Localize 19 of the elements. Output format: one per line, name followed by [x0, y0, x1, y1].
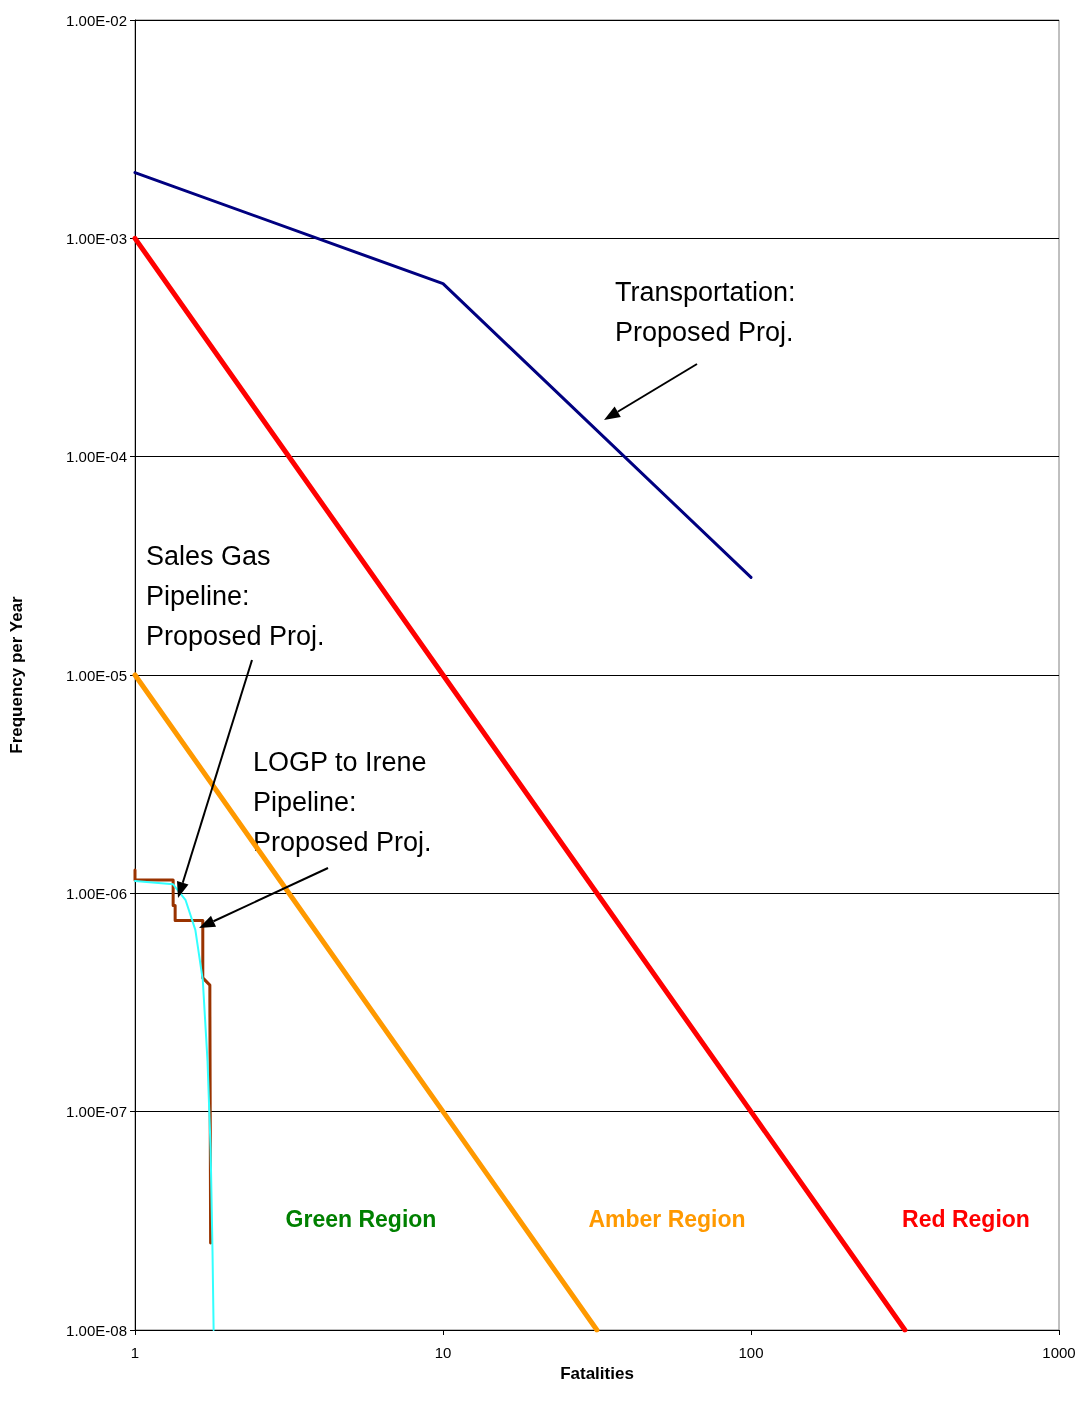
- y-tick-label: 1.00E-06: [66, 884, 127, 902]
- annotation: Sales Gas Pipeline: Proposed Proj.: [146, 541, 325, 651]
- annotation: Transportation: Proposed Proj.: [615, 277, 796, 347]
- x-tick-label: 1: [130, 1344, 140, 1361]
- x-tick-label: 10: [434, 1344, 452, 1361]
- y-tick-label: 1.00E-04: [66, 448, 127, 466]
- x-axis-title: Fatalities: [560, 1364, 634, 1383]
- y-tick-label: 1.00E-03: [66, 229, 127, 247]
- y-axis-title: Frequency per Year: [7, 595, 26, 754]
- annotation: Green Region: [285, 1206, 437, 1232]
- annotation: Amber Region: [588, 1206, 746, 1232]
- y-tick-label: 1.00E-07: [66, 1103, 127, 1121]
- x-tick-label: 1000: [1042, 1344, 1076, 1361]
- y-tick-label: 1.00E-05: [66, 666, 127, 684]
- y-tick-label: 1.00E-02: [66, 11, 127, 29]
- x-tick-label: 100: [738, 1344, 764, 1361]
- y-tick-label: 1.00E-08: [66, 1321, 127, 1339]
- annotation: LOGP to Irene Pipeline: Proposed Proj.: [253, 747, 432, 857]
- annotation: Red Region: [902, 1206, 1030, 1232]
